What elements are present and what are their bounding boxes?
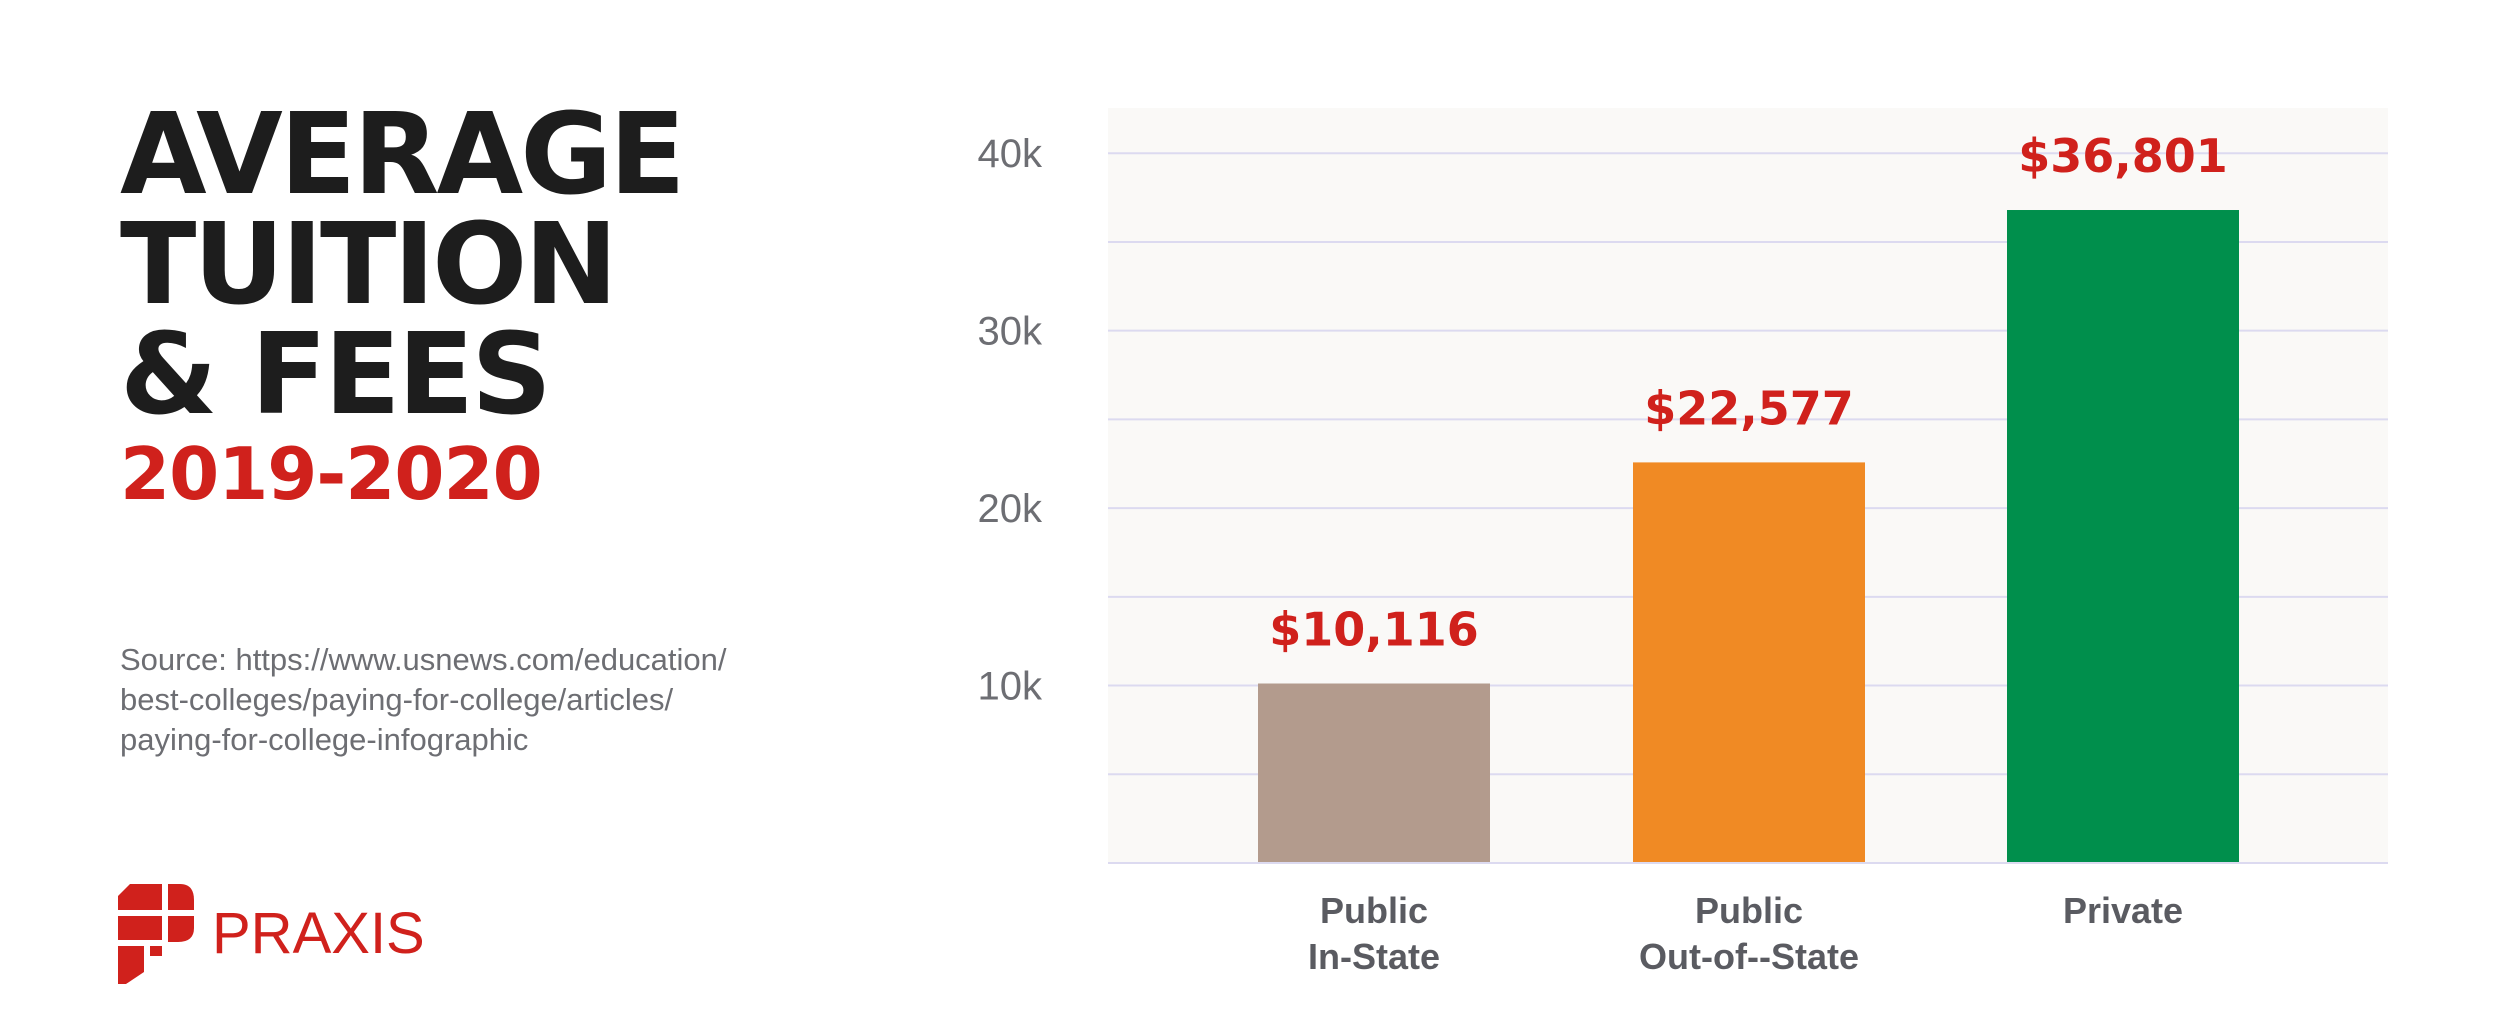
y-axis-ticks: 10k 20k 30k 40k	[978, 132, 1043, 708]
bar	[1633, 462, 1865, 863]
praxis-logo: PRAXIS	[118, 884, 425, 984]
source-citation: Source: https://www.usnews.com/education…	[120, 640, 840, 760]
bar	[1258, 683, 1490, 863]
chart-title-line-3: & FEES	[120, 310, 552, 440]
y-tick-label: 30k	[978, 310, 1043, 354]
bar-value-label: $22,577	[1644, 381, 1854, 435]
value-labels: $10,116 $22,577 $36,801	[1269, 129, 2228, 656]
bars	[1258, 210, 2239, 863]
chart-subtitle: 2019-2020	[120, 432, 543, 516]
category-label: Out-of--State	[1639, 936, 1859, 977]
bar-value-label: $36,801	[2018, 129, 2228, 183]
category-labels: Public In-State Public Out-of--State Private	[1308, 890, 2183, 977]
category-label: In-State	[1308, 936, 1440, 977]
logo-text: PRAXIS	[212, 901, 425, 966]
source-line-3: paying-for-college-infographic	[120, 722, 529, 757]
source-line-1: Source: https://www.usnews.com/education…	[120, 642, 727, 677]
y-tick-label: 20k	[978, 487, 1043, 531]
y-tick-label: 10k	[978, 665, 1043, 709]
bar-value-label: $10,116	[1269, 603, 1479, 657]
source-line-2: best-colleges/paying-for-college/article…	[120, 682, 674, 717]
title-block: AVERAGE TUITION & FEES 2019-2020	[120, 90, 880, 516]
y-tick-label: 40k	[978, 132, 1043, 176]
category-label: Public	[1695, 890, 1803, 931]
bar	[2007, 210, 2239, 863]
chart-title-line-2: TUITION	[120, 200, 618, 330]
chart-title-line-1: AVERAGE	[120, 90, 686, 220]
category-label: Public	[1320, 890, 1428, 931]
praxis-logo-icon	[118, 884, 194, 984]
category-label: Private	[2063, 890, 2183, 931]
